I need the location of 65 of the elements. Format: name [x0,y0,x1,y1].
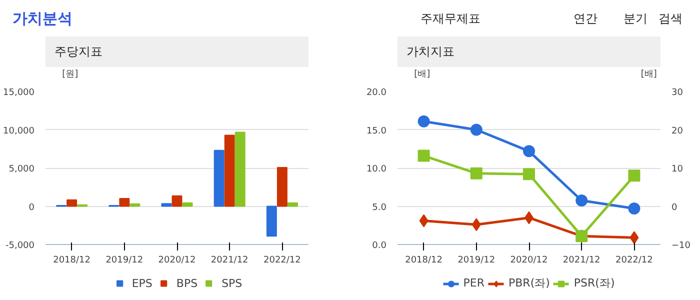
y-tick-label: 15,000 [3,88,35,98]
x-tick-label: 2021/12 [562,256,600,266]
x-tick-label: 2019/12 [106,256,144,266]
y2-tick-label: 30 [672,88,684,98]
y-tick-label: 10,000 [3,126,35,136]
bar [287,202,298,207]
point [418,150,430,162]
bar [161,203,172,207]
text: 주재무제표 [420,12,480,26]
y2-tick-label: 20 [672,126,684,136]
y2-tick-label: 10 [672,164,684,174]
legend-label: PSR(좌) [574,276,615,290]
legend-label: BPS [176,276,198,290]
legend-label: PER [463,276,484,290]
bar [266,206,277,237]
legend-label: EPS [132,276,152,290]
y-tick-label: 0 [28,202,35,213]
x-tick-label: 2019/12 [458,256,496,266]
point [576,194,588,206]
bar [130,203,140,207]
y-tick-label: 5,000 [8,164,35,174]
point [472,218,481,232]
point [470,167,482,180]
point [418,115,430,128]
y2-tick-label: −10 [672,241,691,251]
point [628,202,640,215]
text: 분기 [624,12,648,26]
y2-axis-title: [배] [640,70,657,80]
text: 검색 [658,12,682,26]
x-tick-label: 2018/12 [405,256,442,266]
legend-label: PBR(좌) [508,276,550,290]
x-tick-label: 2020/12 [158,256,196,266]
bar [119,198,130,207]
x-tick-label: 2020/12 [510,256,548,266]
chart-title: 가치지표 [406,44,455,58]
y-tick-label: 5.0 [372,202,387,213]
y-tick-label: -5,000 [5,241,35,251]
x-tick-label: 2021/12 [210,256,248,266]
y-axis-title: [배] [414,70,430,80]
y2-tick-label: 0 [672,202,678,213]
chart-title: 주당지표 [54,44,103,58]
bar [182,202,193,207]
point [523,168,535,180]
y-tick-label: 0.0 [372,241,387,251]
bar [234,132,246,207]
point [630,231,639,244]
x-tick-label: 2022/12 [616,256,653,266]
point [628,170,640,182]
x-tick-label: 2022/12 [264,256,301,266]
point [470,124,482,136]
x-tick-label: 2018/12 [53,256,90,266]
bar [224,134,235,207]
legend-label: SPS [222,276,242,290]
text: 연간 [574,12,598,26]
y-axis-title: [원] [62,70,78,80]
y-tick-label: 10.0 [366,164,387,174]
y-tick-label: 20.0 [366,88,387,98]
bar [66,199,78,207]
text: 가치분석 [12,10,72,28]
y-tick-label: 15.0 [366,126,387,136]
bar [276,167,288,207]
point [419,214,428,228]
bar [214,150,224,207]
point [523,145,535,158]
bar [172,195,182,207]
